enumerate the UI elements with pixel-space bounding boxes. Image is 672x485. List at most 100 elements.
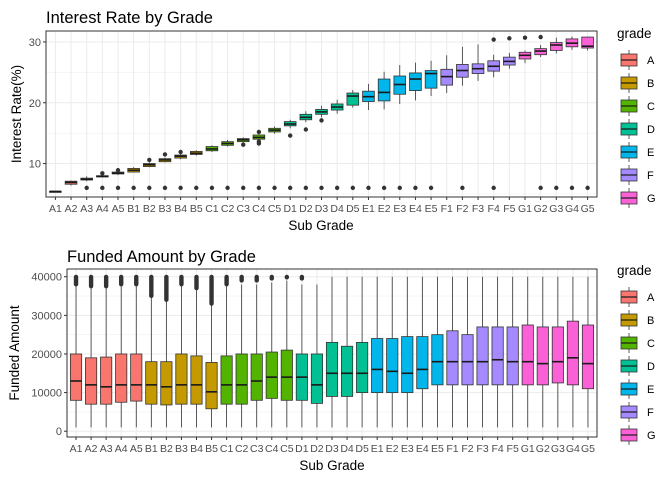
- box-f5: [506, 276, 519, 428]
- box-body: [190, 355, 203, 405]
- x-tick-label: C1: [205, 203, 219, 215]
- box-body: [100, 356, 113, 405]
- box-body: [506, 326, 519, 386]
- box-e5: [431, 276, 444, 428]
- x-tick-label: C4: [265, 443, 279, 455]
- outlier-point: [131, 185, 136, 191]
- box-body: [160, 361, 173, 406]
- outlier-point: [147, 185, 152, 191]
- legend-key-g: [620, 188, 638, 208]
- box-f4: [487, 37, 500, 191]
- box-body: [461, 334, 474, 386]
- x-tick-label: C3: [250, 443, 264, 455]
- outlier-point: [538, 34, 543, 40]
- outlier-stack: [119, 274, 124, 287]
- legend-key-a: [620, 50, 638, 70]
- box-a5: [130, 274, 143, 428]
- outlier-point: [554, 185, 559, 191]
- legend-key-a: [620, 287, 638, 307]
- box-body: [265, 351, 278, 399]
- legend-label: B: [647, 315, 654, 327]
- legend-label: A: [647, 292, 655, 304]
- box-a4: [115, 274, 128, 428]
- box-g4: [565, 36, 579, 191]
- x-tick-label: A3: [80, 203, 93, 215]
- x-tick-label: D5: [355, 443, 369, 455]
- x-tick-label: E3: [401, 443, 414, 455]
- box-body: [145, 361, 158, 405]
- x-tick-label: G2: [534, 203, 548, 215]
- x-tick-label: D2: [299, 203, 313, 215]
- box-e2: [377, 71, 391, 191]
- outlier-point: [522, 35, 528, 40]
- box-e1: [362, 83, 375, 191]
- x-axis-label: Sub Grade: [299, 458, 364, 473]
- legend-key-d: [620, 119, 638, 139]
- box-c4: [265, 274, 278, 428]
- x-tick-label: C2: [235, 443, 249, 455]
- box-e3: [401, 276, 414, 428]
- outlier-point: [256, 129, 262, 135]
- box-e4: [409, 62, 422, 191]
- outlier-point: [162, 185, 168, 191]
- legend-key-f: [620, 165, 638, 185]
- box-body: [409, 72, 422, 91]
- outlier-point: [491, 185, 496, 191]
- box-b5: [205, 274, 218, 428]
- x-tick-label: C4: [252, 203, 266, 215]
- x-tick-label: G3: [549, 203, 563, 215]
- box-d4: [341, 276, 354, 428]
- legend-label: D: [647, 361, 655, 373]
- legend-label: C: [647, 101, 655, 113]
- box-body: [371, 338, 384, 393]
- y-tick-label: 10: [29, 159, 41, 171]
- box-f4: [491, 276, 504, 428]
- outlier-point: [209, 185, 215, 191]
- x-tick-label: D4: [330, 203, 344, 215]
- box-b2: [160, 274, 173, 428]
- box-body: [566, 320, 579, 386]
- legend-key-g: [620, 425, 638, 445]
- x-tick-label: D3: [315, 203, 329, 215]
- box-body: [377, 78, 391, 102]
- y-tick-label: 30: [29, 37, 41, 49]
- box-e3: [393, 65, 407, 191]
- box-body: [346, 92, 360, 106]
- outlier-stack: [254, 274, 259, 283]
- box-b5: [190, 150, 203, 191]
- legend-key-c: [620, 333, 638, 353]
- box-f1: [446, 276, 459, 428]
- box-d5: [356, 276, 369, 428]
- box-body: [386, 338, 399, 393]
- box-e4: [416, 276, 429, 428]
- x-tick-label: G1: [518, 203, 532, 215]
- x-tick-label: B5: [205, 443, 218, 455]
- x-tick-label: A3: [100, 443, 113, 455]
- box-body: [581, 324, 595, 390]
- y-axis-ticks: 10 20 30: [29, 37, 46, 171]
- outlier-point: [585, 185, 590, 191]
- interest-rate-chart: Interest Rate by Grade 10 20 30 A1 A2 A3 A4 A5…: [9, 9, 656, 233]
- y-tick-label: 20: [29, 98, 41, 110]
- outlier-stack: [164, 274, 169, 302]
- outlier-point: [319, 118, 324, 123]
- outlier-stack: [194, 274, 199, 291]
- y-tick-label: 30000: [31, 310, 62, 322]
- box-body: [476, 326, 489, 386]
- x-tick-label: D2: [310, 443, 324, 455]
- box-d4: [330, 99, 344, 191]
- box-d5: [346, 89, 360, 191]
- x-tick-label: G1: [521, 443, 535, 455]
- x-tick-label: G3: [551, 443, 565, 455]
- outlier-point: [194, 185, 199, 191]
- box-series: [69, 274, 595, 428]
- outlier-point: [428, 185, 434, 191]
- x-tick-label: C5: [280, 443, 294, 455]
- box-a5: [111, 168, 125, 191]
- x-tick-label: A5: [130, 443, 143, 455]
- legend-key-f: [620, 402, 638, 422]
- box-g3: [550, 37, 563, 191]
- x-tick-label: A5: [112, 203, 125, 215]
- box-c3: [250, 274, 263, 428]
